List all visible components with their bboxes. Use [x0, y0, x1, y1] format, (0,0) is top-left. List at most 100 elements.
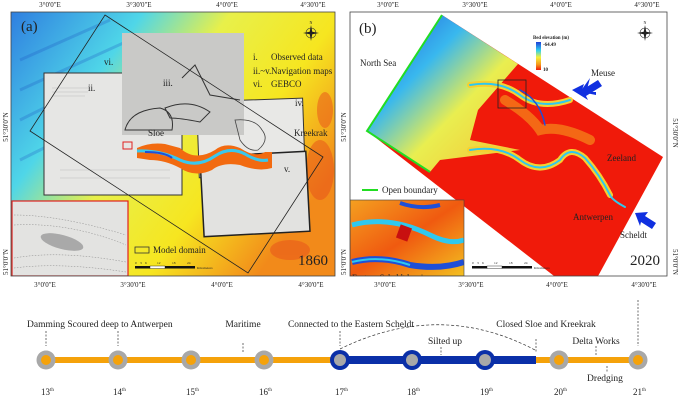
century-node-core [186, 355, 196, 365]
compass-a: N [303, 20, 319, 41]
century-label-15: 15th [186, 387, 199, 397]
lon-tick: 3°30'0"E [120, 281, 145, 289]
place-label-scheldt: Scheldt [620, 230, 647, 240]
century-label-18: 18th [407, 387, 420, 397]
source-label-ii: ii. [88, 83, 95, 93]
century-node-core [406, 354, 418, 366]
open-boundary-line [365, 14, 443, 173]
century-label-13: 13th [41, 387, 54, 397]
century-node-core [334, 354, 346, 366]
legend-a: i. Observed data ii.~v. Navigation maps … [253, 52, 333, 89]
model-domain-legend-swatch [134, 246, 150, 254]
inset-locator-box [497, 79, 527, 109]
scale-tick: 6 [482, 261, 484, 265]
century-label-21: 21th [633, 387, 646, 397]
lon-tick: 4°0'0"E [546, 281, 568, 289]
open-boundary-legend-label: Open boundary [382, 185, 438, 195]
inset-b [350, 200, 464, 276]
panel-a-year: 1860 [298, 253, 328, 269]
lon-tick: 3°30'0"E [458, 281, 483, 289]
century-label-17: 17th [335, 387, 348, 397]
century-label-16: 16th [259, 387, 272, 397]
legend-text-navigation: Navigation maps [271, 66, 333, 76]
event-delta-works: Delta Works [572, 337, 620, 347]
scale-tick: 3 [140, 261, 142, 265]
event-connected: Connected to the Eastern Scheldt [288, 320, 414, 330]
panel-b-label: (b) [359, 21, 377, 37]
colorbar-gradient [536, 42, 541, 70]
source-label-iv: iv. [295, 98, 304, 108]
scale-tick: 24 [187, 261, 191, 265]
lon-tick: 4°0'0"E [216, 1, 238, 9]
place-label-north-sea: North Sea [360, 58, 396, 68]
legend-key-vi: vi. [253, 79, 262, 89]
event-scoured: Scoured deep to Antwerpen [67, 320, 173, 330]
compass-n: N [644, 20, 647, 25]
scheldt-inflow-arrow [635, 212, 656, 229]
place-label-kreekrak: Kreekrak [294, 128, 328, 138]
panel-b-year: 2020 [630, 253, 660, 269]
scale-tick: 3 [477, 261, 479, 265]
colorbar: Bed elevation (m) -64.49 10 [533, 36, 569, 73]
scale-tick: 6 [145, 261, 147, 265]
river-inflow-arrows [572, 78, 656, 229]
scale-tick: 18 [172, 261, 176, 265]
lon-tick: 3°0'0"E [377, 1, 399, 9]
model-domain-legend-label: Model domain [153, 245, 206, 255]
north-sea-bathymetry [367, 15, 520, 172]
lat-tick-right: 51°30'0"N [671, 118, 679, 147]
coastline-iv [234, 119, 266, 151]
panel-a: (a) vi. ii. iii. iv. v. Sloe Kreekrak i.… [11, 12, 335, 276]
event-closed: Closed Sloe and Kreekrak [496, 320, 596, 330]
lon-tick: 3°30'0"E [126, 1, 151, 9]
place-label-sloe: Sloe [148, 128, 164, 138]
lon-tick: 4°30'0"E [631, 281, 656, 289]
compass-b: N [637, 20, 653, 41]
colorbar-min: 10 [543, 68, 549, 73]
panel-a-axes: 3°0'0"E 3°30'0"E 4°0'0"E 4°30'0"E 3°0'0"… [2, 1, 326, 289]
source-label-vi: vi. [104, 57, 113, 67]
scale-tick: 0 [472, 261, 474, 265]
century-label-19: 19th [480, 387, 493, 397]
inset-locator-box [122, 141, 133, 150]
event-damming: Damming [27, 320, 65, 330]
place-label-meuse: Meuse [591, 68, 615, 78]
century-node-core [41, 355, 51, 365]
lon-tick: 4°0'0"E [211, 281, 233, 289]
navigation-map-iii [122, 33, 244, 135]
lat-tick: 51°30'0"N [2, 112, 10, 141]
century-node-core [259, 355, 269, 365]
lat-tick: 51°30'0"N [340, 112, 348, 141]
colorbar-max: -64.49 [543, 43, 556, 48]
lat-tick-right: 51°0'0"N [671, 249, 679, 275]
scale-bar-b: 0 3 6 12 18 24 Kilometers [472, 261, 550, 270]
scale-tick: 18 [509, 261, 513, 265]
event-maritime: Maritime [225, 320, 260, 330]
source-label-iii: iii. [163, 78, 173, 88]
scale-bar-a: 0 3 6 12 18 24 Kilometers [135, 261, 213, 270]
model-domain-outline [29, 14, 324, 274]
scale-tick: 12 [494, 261, 498, 265]
panel-b: Eastern Scheldt barrier (b) North Sea Me… [350, 12, 667, 276]
century-node-core [479, 354, 491, 366]
legend-text-gebco: GEBCO [271, 79, 302, 89]
century-label-14: 14th [113, 387, 126, 397]
legend-key-ii-v: ii.~v. [253, 66, 271, 76]
source-label-v: v. [284, 164, 290, 174]
scale-unit: Kilometers [534, 266, 550, 270]
lon-tick: 4°30'0"E [634, 1, 659, 9]
lat-tick: 51°0'0"N [2, 249, 10, 275]
event-leader-lines [45, 300, 639, 372]
lon-tick: 3°0'0"E [34, 281, 56, 289]
red-hotspots [270, 92, 334, 260]
barrier-structure [395, 224, 413, 242]
lon-tick: 4°0'0"E [550, 1, 572, 9]
panel-b-axes: 3°0'0"E 3°30'0"E 4°0'0"E 4°30'0"E 3°0'0"… [340, 1, 679, 289]
timeline: 13th 14th 15th 16th 17th 18th 19th 20th 21th Dam… [27, 300, 648, 397]
lat-tick: 51°0'0"N [340, 249, 348, 275]
legend-key-i: i. [253, 52, 258, 62]
colorbar-title: Bed elevation (m) [533, 36, 569, 41]
scale-unit: Kilometers [197, 266, 213, 270]
